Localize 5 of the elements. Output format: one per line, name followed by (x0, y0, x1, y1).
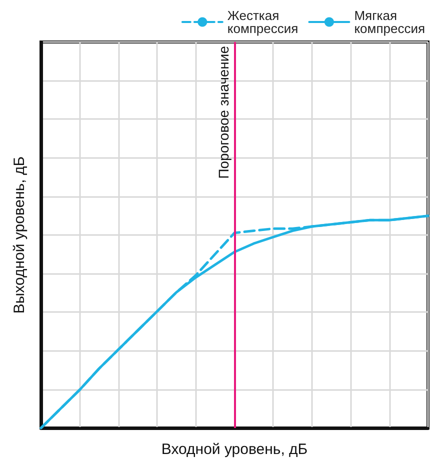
legend-label: Мягкая компрессия (354, 8, 426, 36)
legend-label: Жесткая компрессия (227, 8, 298, 36)
y-axis-title: Выходной уровень, дБ (11, 156, 28, 314)
text: Пороговое значение (216, 46, 232, 179)
x-axis-title: Входной уровень, дБ (161, 441, 308, 458)
